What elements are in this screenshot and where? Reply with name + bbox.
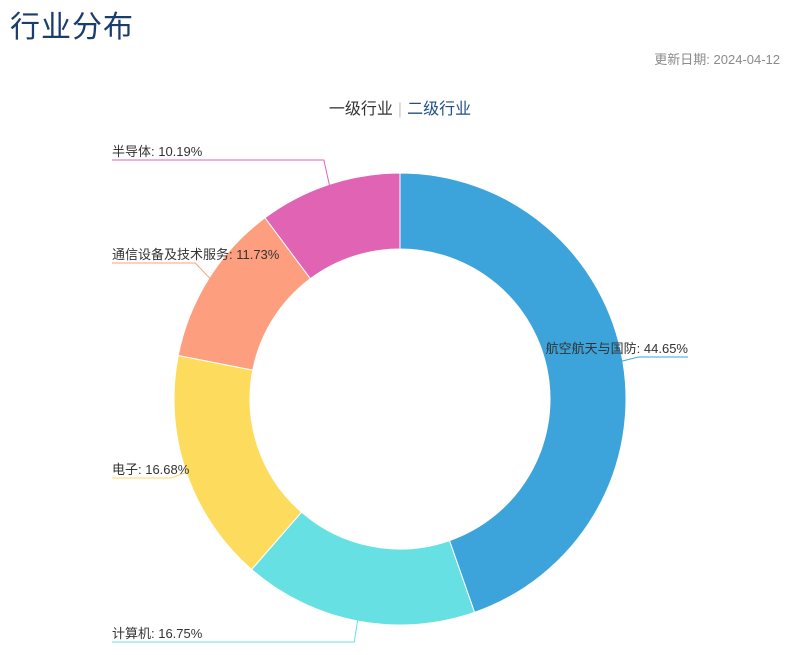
update-date-value: 2024-04-12	[713, 52, 781, 67]
label-leader-line-2	[112, 616, 359, 643]
slice-label-3: 电子: 16.68%	[112, 462, 190, 477]
page-title: 行业分布	[10, 11, 134, 44]
label-leader-line-3	[112, 470, 191, 479]
industry-level-tabs: 一级行业 | 二级行业	[0, 95, 800, 119]
slice-label-1: 航空航天与国防: 44.65%	[546, 341, 689, 356]
update-date-label: 更新日期:	[654, 52, 710, 67]
slice-label-4: 通信设备及技术服务: 11.73%	[112, 247, 280, 262]
tab-level2-industry[interactable]: 二级行业	[407, 101, 472, 118]
label-leader-line-4	[112, 262, 213, 282]
slice-label-5: 半导体: 10.19%	[112, 144, 203, 159]
donut-slice-1[interactable]	[399, 172, 627, 613]
label-leader-line-5	[112, 159, 331, 189]
donut-slice-5[interactable]	[264, 172, 401, 280]
update-date: 更新日期: 2024-04-12	[654, 49, 780, 68]
label-leader-line-1	[618, 356, 688, 363]
tab-level1-industry[interactable]: 一级行业	[328, 101, 393, 118]
slice-label-2: 计算机: 16.75%	[112, 626, 203, 641]
tab-separator: |	[397, 101, 403, 118]
